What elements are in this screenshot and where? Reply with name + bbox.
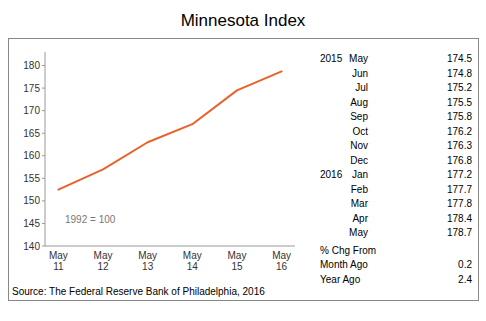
table-month: Apr: [352, 213, 368, 224]
table-value: 175.5: [447, 97, 472, 108]
table-value: 174.8: [447, 68, 472, 79]
y-tick: [42, 155, 45, 156]
y-tick-label: 175: [23, 83, 40, 94]
table-value: 177.8: [447, 198, 472, 209]
table-month: Feb: [351, 184, 369, 195]
y-tick-label: 140: [23, 241, 40, 252]
frame: [9, 39, 479, 301]
table-month: May: [349, 53, 368, 64]
y-tick-label: 170: [23, 105, 40, 116]
table-month: Jun: [352, 68, 368, 79]
table-value: 176.8: [447, 155, 472, 166]
table-year: 2016: [320, 169, 343, 180]
x-axis: [45, 246, 295, 247]
y-axis: [45, 52, 46, 246]
table-value: 175.2: [447, 82, 472, 93]
y-tick: [42, 178, 45, 179]
table-month: Aug: [350, 97, 368, 108]
table-month: Oct: [352, 126, 368, 137]
table-change-value: 2.4: [458, 274, 472, 285]
y-tick: [42, 133, 45, 134]
y-tick-label: 180: [23, 60, 40, 71]
table-month: Dec: [350, 155, 368, 166]
y-tick: [42, 110, 45, 111]
x-tick-label: May11: [49, 250, 68, 272]
y-tick-label: 150: [23, 195, 40, 206]
table-change-row-label: Year Ago: [320, 274, 361, 285]
table-value: 177.2: [447, 169, 472, 180]
y-tick-label: 160: [23, 150, 40, 161]
table-change-label: % Chg From: [320, 245, 376, 256]
table-month: Jan: [352, 169, 368, 180]
table-year: 2015: [320, 53, 343, 64]
table-value: 177.7: [447, 184, 472, 195]
plot-area: [58, 71, 281, 189]
annotation: 1992 = 100: [65, 214, 116, 225]
chart: Minnesota Index 140 145 150 155 160 165 170 175 1…: [0, 0, 486, 321]
table-value: 176.2: [447, 126, 472, 137]
y-tick: [42, 88, 45, 89]
table-value: 178.4: [447, 213, 472, 224]
table-value: 175.8: [447, 111, 472, 122]
y-tick: [42, 246, 45, 247]
y-tick: [42, 223, 45, 224]
table-month: Mar: [351, 198, 369, 209]
table-month: Jul: [355, 82, 368, 93]
table-month: Sep: [350, 111, 368, 122]
x-tick-label: May15: [228, 250, 247, 272]
y-tick: [42, 200, 45, 201]
table-change-row-label: Month Ago: [320, 259, 368, 270]
table-month: May: [349, 227, 368, 238]
x-tick-label: May14: [183, 250, 202, 272]
source: Source: The Federal Reserve Bank of Phil…: [12, 286, 265, 297]
table-value: 174.5: [447, 53, 472, 64]
y-tick-label: 155: [23, 173, 40, 184]
table-month: Nov: [350, 140, 368, 151]
y-tick: [42, 65, 45, 66]
table-change-value: 0.2: [458, 259, 472, 270]
x-tick-label: May12: [94, 250, 113, 272]
y-tick-label: 165: [23, 128, 40, 139]
x-tick-label: May16: [272, 250, 291, 272]
table-value: 176.3: [447, 140, 472, 151]
y-tick-label: 145: [23, 218, 40, 229]
title: Minnesota Index: [181, 11, 306, 30]
line: [58, 71, 281, 189]
x-tick-label: May13: [138, 250, 157, 272]
table-value: 178.7: [447, 227, 472, 238]
